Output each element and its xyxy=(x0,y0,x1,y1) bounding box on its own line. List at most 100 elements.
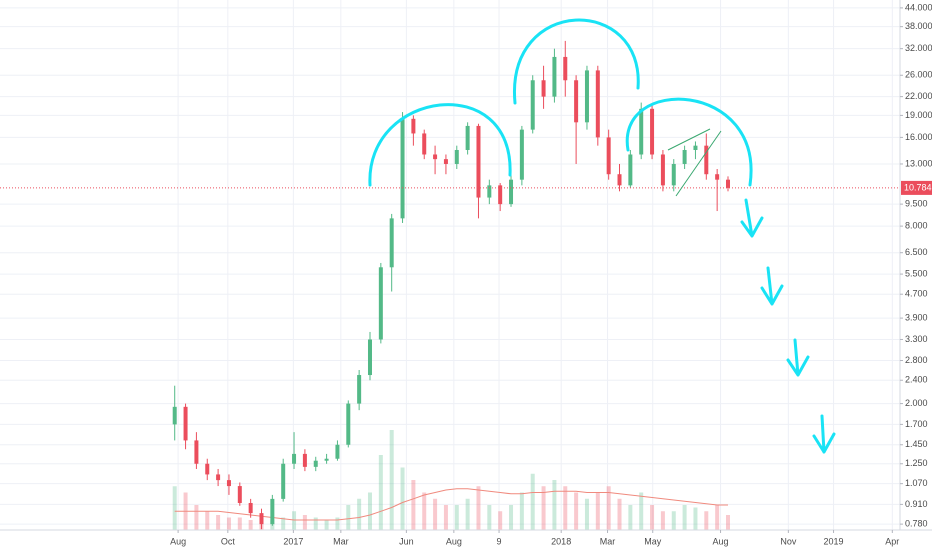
candle-body xyxy=(237,486,242,503)
volume-bar xyxy=(248,520,253,530)
candle-body xyxy=(617,174,622,186)
candle-body xyxy=(270,498,275,525)
volume-bar xyxy=(465,498,470,530)
candle-body xyxy=(172,406,177,425)
y-tick-label: 0.780 xyxy=(905,518,928,528)
volume-bar xyxy=(324,520,329,530)
candle-body xyxy=(205,463,210,475)
head-arc xyxy=(513,18,640,105)
candle-body xyxy=(476,125,481,198)
volume-bar xyxy=(378,455,383,530)
y-tick-label: 44.000 xyxy=(905,2,932,12)
x-tick-label: 9 xyxy=(497,536,502,546)
y-tick-label: 1.450 xyxy=(905,439,928,449)
y-tick-label: 2.400 xyxy=(905,375,928,385)
candle-body xyxy=(660,154,665,186)
y-tick-label: 1.070 xyxy=(905,478,928,488)
y-tick-label: 3.900 xyxy=(905,312,928,322)
candle-body xyxy=(259,513,264,525)
volume-ma-line xyxy=(174,488,728,521)
candle-body xyxy=(595,70,600,138)
volume-bar xyxy=(226,517,231,530)
candle-body xyxy=(248,502,253,514)
candle-body xyxy=(682,149,687,164)
volume-bar xyxy=(194,505,199,530)
volume-bar xyxy=(606,486,611,530)
volume-bar xyxy=(574,492,579,530)
candle-body xyxy=(367,339,372,376)
candle-body xyxy=(726,179,731,188)
volume-bar xyxy=(292,511,297,530)
volume-bar xyxy=(628,505,633,530)
x-tick-label: Nov xyxy=(780,536,797,546)
candle-body xyxy=(313,460,318,467)
down-arrow xyxy=(786,338,810,377)
candle-body xyxy=(715,174,720,180)
y-tick-label: 2.000 xyxy=(905,398,928,408)
volume-bar xyxy=(476,486,481,530)
candle-body xyxy=(465,125,470,150)
volume-bar xyxy=(660,511,665,530)
volume-bar xyxy=(726,515,731,530)
candle-body xyxy=(433,154,438,160)
y-tick-label: 32.000 xyxy=(905,43,932,53)
last-price-label: 10.784 xyxy=(904,182,932,192)
volume-bar xyxy=(433,498,438,530)
y-tick-label: 3.300 xyxy=(905,334,928,344)
y-tick-label: 22.000 xyxy=(905,91,932,101)
candle-body xyxy=(378,267,383,340)
volume-bar xyxy=(346,505,351,530)
volume-bar xyxy=(237,517,242,530)
volume-bar xyxy=(367,492,372,530)
candle-body xyxy=(302,453,307,467)
volume-bar xyxy=(617,498,622,530)
candle-body xyxy=(335,444,340,459)
volume-bar xyxy=(443,505,448,530)
y-tick-label: 4.700 xyxy=(905,289,928,299)
x-tick-label: 2017 xyxy=(283,536,303,546)
volume-layer xyxy=(172,430,731,530)
volume-bar xyxy=(302,515,307,530)
candle-body xyxy=(519,129,524,180)
candle-body xyxy=(606,137,611,175)
x-tick-label: Mar xyxy=(600,536,616,546)
volume-bar xyxy=(519,492,524,530)
candle-body xyxy=(454,149,459,164)
x-tick-label: May xyxy=(644,536,662,546)
candle-body xyxy=(346,403,351,445)
y-tick-label: 6.500 xyxy=(905,247,928,257)
volume-bar xyxy=(400,467,405,530)
candle-body xyxy=(357,375,362,404)
x-tick-label: Jun xyxy=(399,536,414,546)
volume-bar xyxy=(671,511,676,530)
candle-body xyxy=(693,145,698,150)
candle-body xyxy=(400,118,405,219)
y-tick-label: 1.700 xyxy=(905,419,928,429)
candle-body xyxy=(411,118,416,134)
volume-bar xyxy=(313,517,318,530)
volume-bar xyxy=(389,430,394,530)
candle-body xyxy=(628,154,633,186)
x-tick-label: 2019 xyxy=(824,536,844,546)
volume-bar xyxy=(552,480,557,530)
volume-bar xyxy=(411,480,416,530)
volume-bar xyxy=(715,505,720,530)
candle-body xyxy=(552,56,557,97)
candle-body xyxy=(584,70,589,123)
candle-body xyxy=(541,80,546,97)
y-tick-label: 2.800 xyxy=(905,355,928,365)
volume-bar xyxy=(693,507,698,530)
candle-body xyxy=(226,480,231,487)
candle-body xyxy=(216,474,221,481)
right-shoulder-arc xyxy=(625,97,753,187)
volume-bar xyxy=(216,515,221,530)
volume-bar xyxy=(357,498,362,530)
candle-body xyxy=(498,185,503,205)
candle-body xyxy=(574,80,579,123)
annotations xyxy=(368,18,836,454)
y-tick-label: 16.000 xyxy=(905,132,932,142)
y-tick-label: 26.000 xyxy=(905,70,932,80)
x-tick-label: Aug xyxy=(713,536,729,546)
volume-bar xyxy=(563,486,568,530)
